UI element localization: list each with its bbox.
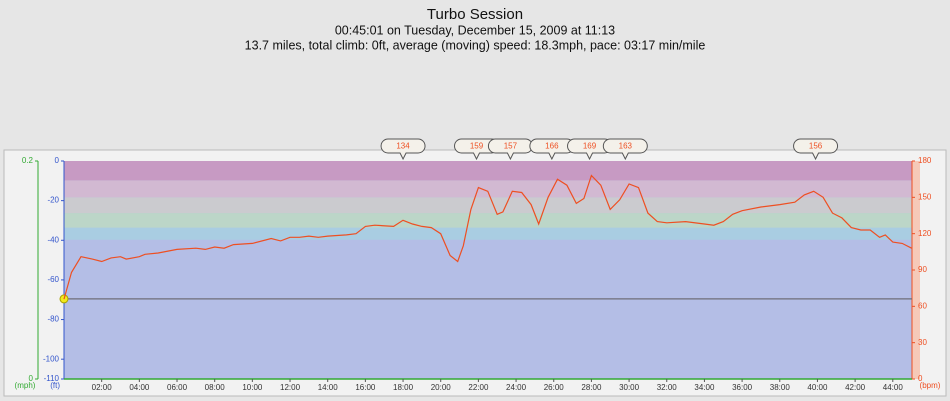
y-tick-label: 0 [55,156,60,165]
peak-callout: 134 [380,138,426,161]
x-tick-label: 40:00 [807,383,828,392]
x-tick-label: 34:00 [694,383,715,392]
series-line [63,174,912,300]
x-tick-label: 44:00 [883,383,904,392]
x-tick-label: 18:00 [393,383,414,392]
callout-label: 169 [583,142,597,151]
x-tick-label: 30:00 [619,383,640,392]
bpm-strip [912,161,920,379]
x-tick-label: 12:00 [280,383,301,392]
x-tick-label: 10:00 [242,383,263,392]
speed-tick-label: 0 [29,374,34,383]
chart-title: Turbo Session [427,6,523,23]
x-tick-label: 36:00 [732,383,753,392]
y-tick-label: -110 [44,374,60,383]
y2-tick-label: 30 [918,338,927,347]
callout-label: 166 [545,142,559,151]
zone [64,180,912,198]
zone [64,213,912,228]
x-tick-label: 26:00 [544,383,565,392]
callout-bubble [793,138,839,161]
y2-tick-label: 90 [918,265,927,274]
x-tick-label: 32:00 [657,383,678,392]
x-tick-label: 28:00 [581,383,602,392]
x-tick-label: 16:00 [355,383,376,392]
zone [64,227,912,240]
y-axis-label: (ft) [50,381,60,390]
chart-subtitle: 00:45:01 on Tuesday, December 15, 2009 a… [335,23,615,37]
chart-subtitle: 13.7 miles, total climb: 0ft, average (m… [245,38,706,52]
callout-label: 156 [809,142,823,151]
y2-tick-label: 60 [918,301,927,310]
peak-callout: 156 [793,138,839,161]
x-tick-label: 24:00 [506,383,527,392]
callout-bubble [380,138,426,161]
callout-label: 134 [396,142,410,151]
y-tick-label: -40 [47,235,59,244]
callout-label: 157 [504,142,518,151]
x-tick-label: 14:00 [318,383,339,392]
y2-tick-label: 150 [918,192,932,201]
x-tick-label: 42:00 [845,383,866,392]
y-tick-label: -100 [43,354,60,363]
y-tick-label: -60 [47,275,59,284]
speed-axis-label: (mph) [15,381,36,390]
x-tick-label: 02:00 [92,383,113,392]
y-tick-label: -80 [47,315,59,324]
y2-tick-label: 180 [918,156,932,165]
speed-tick-label: 0.2 [22,156,34,165]
x-tick-label: 38:00 [770,383,791,392]
zone [64,161,912,181]
callout-label: 163 [619,142,633,151]
callout-label: 159 [470,142,484,151]
y2-tick-label: 120 [918,229,932,238]
x-tick-label: 08:00 [205,383,226,392]
x-tick-label: 06:00 [167,383,188,392]
y-tick-label: -20 [47,196,59,205]
y2-axis-label: (bpm) [920,381,941,390]
callout-bubble [602,138,648,161]
x-tick-label: 20:00 [431,383,452,392]
x-tick-label: 22:00 [468,383,489,392]
zone [64,197,912,214]
y2-tick-label: 0 [918,374,923,383]
peak-callout: 163 [602,138,648,161]
x-tick-label: 04:00 [129,383,150,392]
